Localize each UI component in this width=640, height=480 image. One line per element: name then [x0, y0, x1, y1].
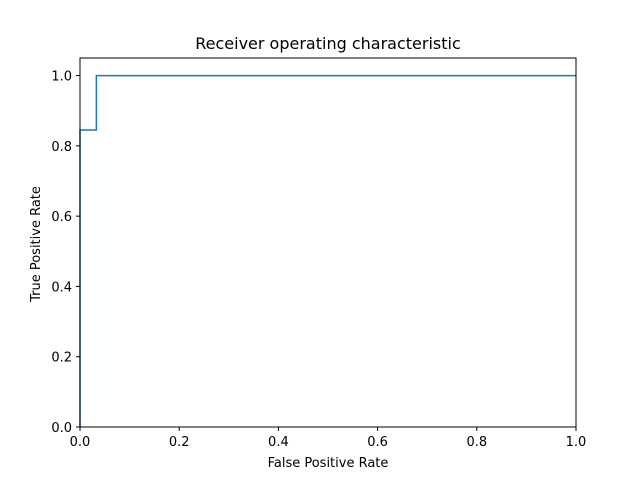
x-tick-label: 1.0: [566, 435, 587, 450]
axes: 0.0 0.2 0.4 0.6 0.8 1.0 0.0 0.2 0.4 0.6 0.8 1.0: [51, 57, 587, 450]
x-axis-label: False Positive Rate: [268, 456, 389, 471]
y-tick-label: 0.6: [51, 210, 72, 225]
x-tick-label: 0.6: [367, 435, 388, 450]
x-tick-label: 0.8: [466, 435, 487, 450]
y-tick-label: 1.0: [51, 70, 72, 85]
plot-frame: [79, 57, 577, 428]
y-tick-label: 0.0: [51, 421, 72, 436]
y-tick-label: 0.2: [51, 351, 72, 366]
roc-curve-line: [79, 74, 576, 427]
y-tick-label: 0.4: [51, 280, 72, 295]
x-tick-label: 0.4: [268, 435, 289, 450]
x-tick-label: 0.0: [70, 435, 91, 450]
y-tick-label: 0.8: [51, 140, 72, 155]
plot-area: [79, 74, 576, 427]
chart-title: Receiver operating characteristic: [195, 34, 461, 53]
y-axis-label: True Positive Rate: [29, 186, 44, 303]
x-tick-label: 0.2: [169, 435, 190, 450]
